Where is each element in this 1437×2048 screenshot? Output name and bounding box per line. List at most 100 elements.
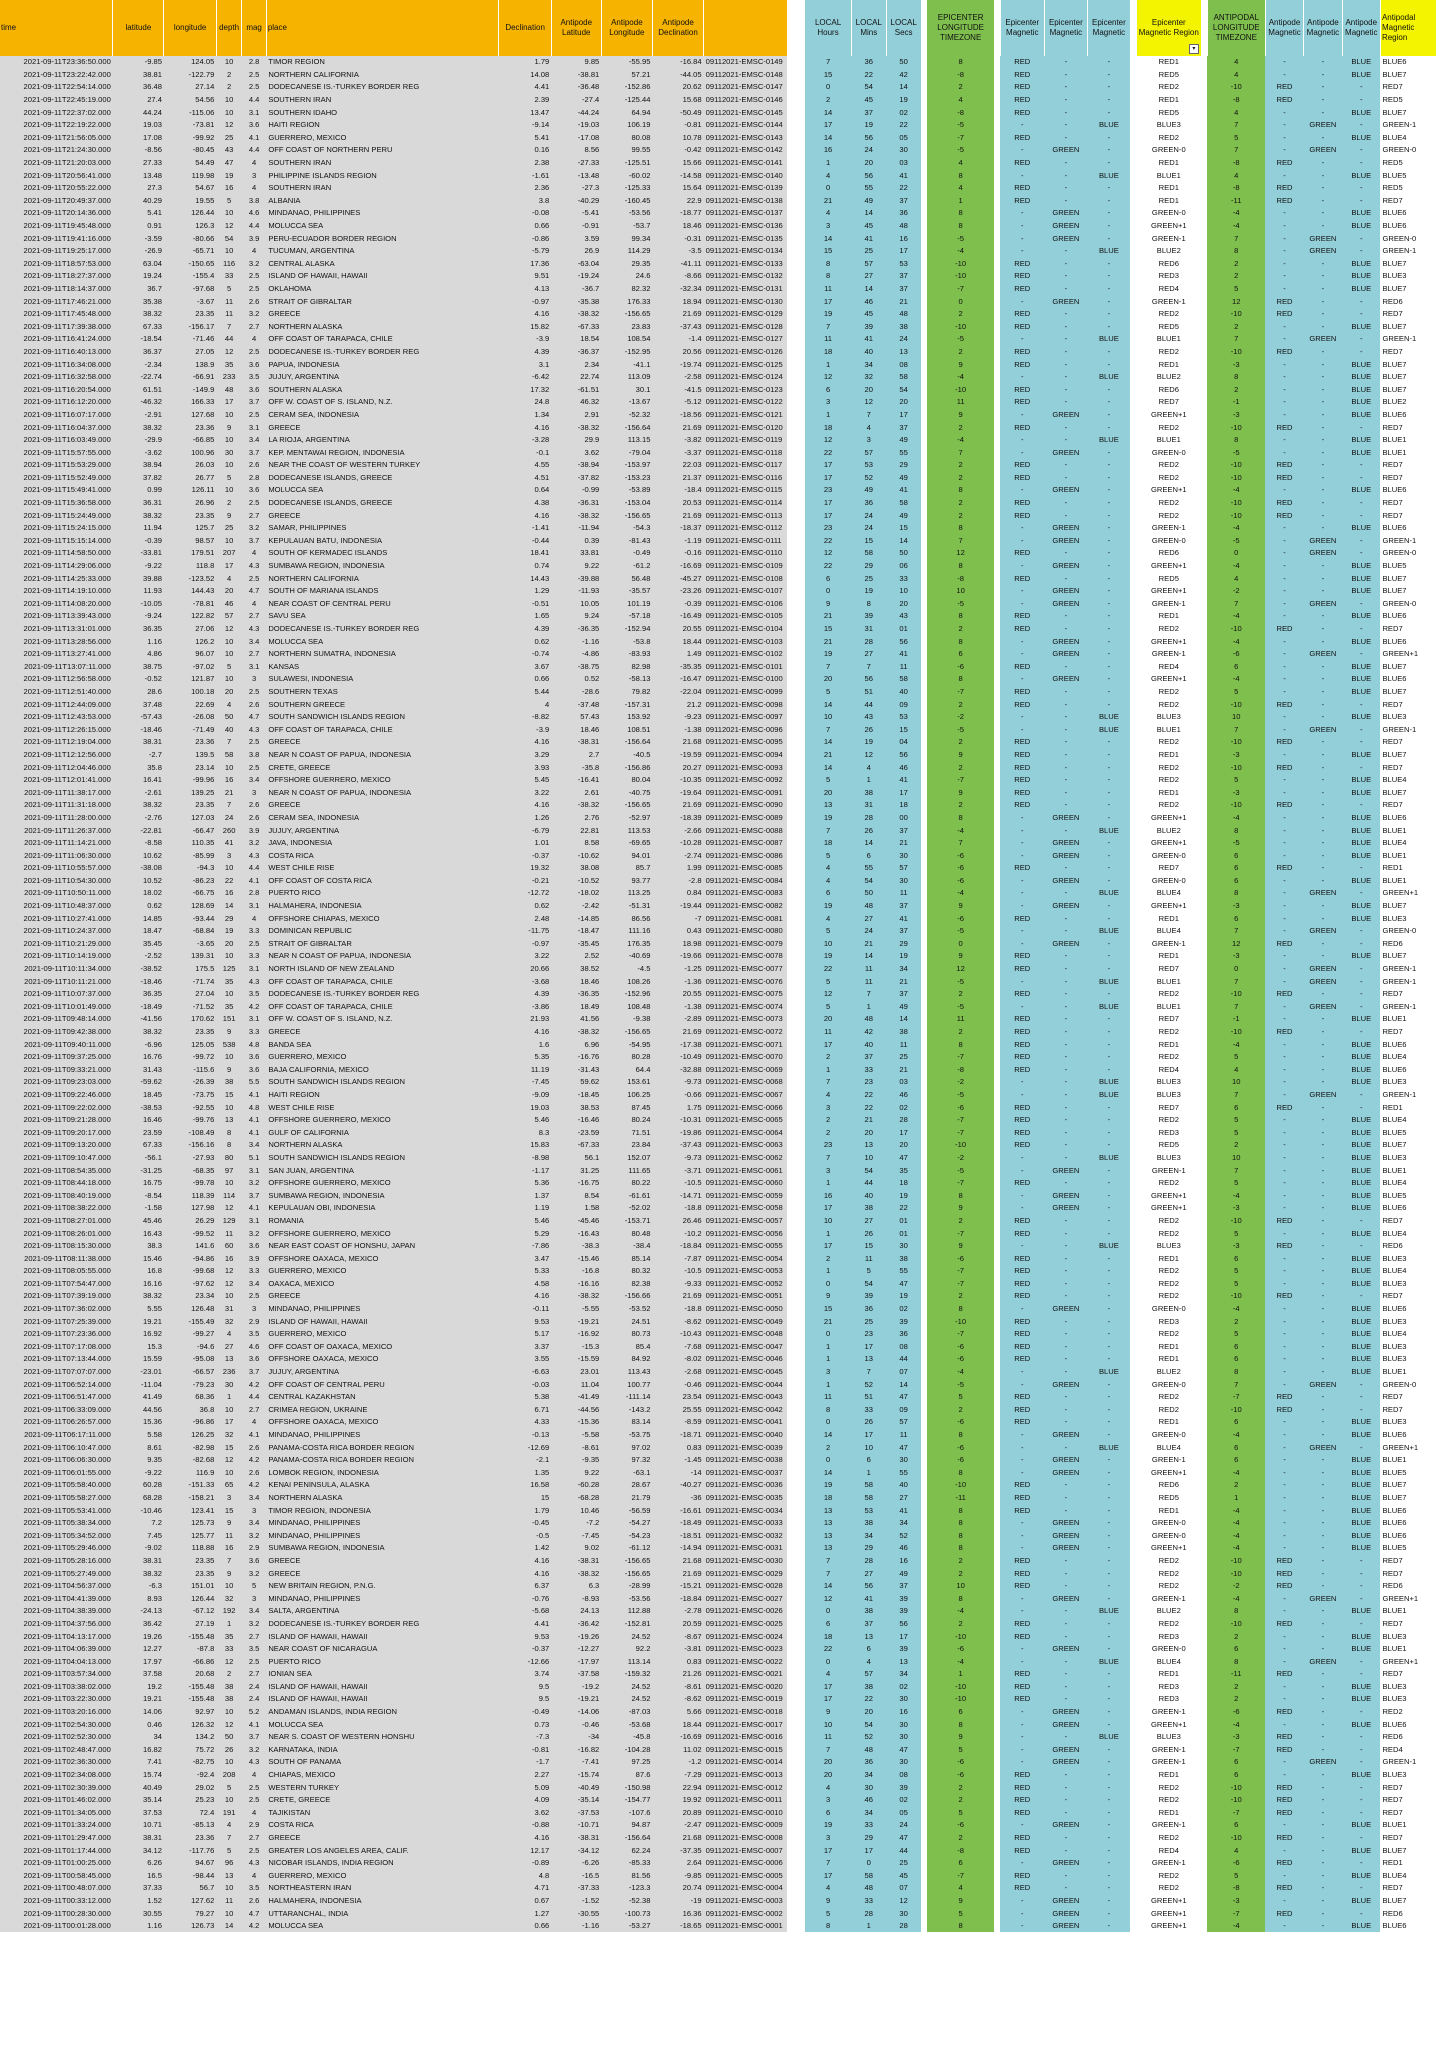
cell-antipodal-region[interactable]: BLUE6: [1380, 1504, 1437, 1517]
cell-epicenter-magnetic-2[interactable]: GREEN: [1044, 1466, 1088, 1480]
cell-antipode-declination[interactable]: -18.49: [652, 1516, 704, 1530]
cell-antipode-declination[interactable]: 21.2: [652, 698, 704, 711]
cell-local-hours[interactable]: 3: [804, 1101, 852, 1114]
cell-time[interactable]: 2021-09-11T16:32:58.000: [0, 370, 113, 384]
cell-local-hours[interactable]: 0: [804, 1277, 852, 1291]
cell-antipodal-region[interactable]: BLUE3: [1380, 1340, 1437, 1354]
cell-epicenter-magnetic-2[interactable]: -: [1044, 1605, 1088, 1618]
cell-antipodal-region[interactable]: BLUE4: [1380, 1327, 1437, 1341]
cell-antipode-declination[interactable]: 1.99: [652, 862, 704, 875]
cell-time[interactable]: 2021-09-11T22:45:19.000: [0, 93, 113, 107]
cell-epicenter-region[interactable]: GREEN+1: [1136, 219, 1202, 233]
cell-antipode-magnetic-3[interactable]: -: [1342, 1290, 1381, 1303]
cell-antipode-longitude[interactable]: -40.5: [601, 748, 653, 762]
cell-local-secs[interactable]: 37: [886, 1579, 922, 1593]
cell-antipodal-timezone[interactable]: -3: [1207, 748, 1266, 762]
cell-depth[interactable]: 116: [216, 257, 242, 271]
cell-event-id[interactable]: 09112021-EMSC-0128: [703, 320, 788, 334]
cell-epicenter-magnetic-2[interactable]: GREEN: [1044, 673, 1088, 686]
cell-epicenter-magnetic-2[interactable]: -: [1044, 1101, 1088, 1114]
cell-epicenter-magnetic-2[interactable]: -: [1044, 1327, 1088, 1341]
cell-mag[interactable]: 4: [241, 333, 267, 346]
cell-antipode-magnetic-3[interactable]: BLUE: [1342, 824, 1381, 837]
cell-antipode-magnetic-2[interactable]: GREEN: [1303, 118, 1343, 132]
cell-antipode-declination[interactable]: -2.66: [652, 824, 704, 837]
cell-local-mins[interactable]: 33: [851, 1894, 887, 1908]
cell-antipode-declination[interactable]: -35.35: [652, 660, 704, 674]
cell-latitude[interactable]: 44.56: [112, 1403, 164, 1417]
cell-local-secs[interactable]: 49: [886, 1000, 922, 1014]
cell-antipode-longitude[interactable]: 108.51: [601, 723, 653, 737]
cell-epicenter-region[interactable]: GREEN+1: [1136, 1718, 1202, 1731]
cell-local-secs[interactable]: 44: [886, 1353, 922, 1366]
cell-event-id[interactable]: 09112021-EMSC-0137: [703, 207, 788, 220]
cell-epicenter-region[interactable]: BLUE1: [1136, 433, 1202, 447]
cell-antipode-magnetic-1[interactable]: RED: [1265, 1793, 1304, 1807]
cell-latitude[interactable]: 11.93: [112, 584, 164, 598]
cell-antipode-magnetic-2[interactable]: GREEN: [1303, 333, 1343, 346]
cell-longitude[interactable]: -155.48: [163, 1630, 217, 1643]
cell-epicenter-magnetic-1[interactable]: -: [1000, 1819, 1045, 1832]
cell-event-id[interactable]: 09112021-EMSC-0109: [703, 559, 788, 573]
cell-epicenter-magnetic-3[interactable]: -: [1087, 849, 1131, 862]
cell-antipodal-timezone[interactable]: 4: [1207, 1063, 1266, 1077]
cell-epicenter-magnetic-2[interactable]: -: [1044, 1655, 1088, 1668]
cell-antipode-declination[interactable]: -37.43: [652, 320, 704, 334]
cell-antipode-magnetic-3[interactable]: BLUE: [1342, 849, 1381, 862]
cell-local-mins[interactable]: 52: [851, 471, 887, 485]
cell-epicenter-timezone[interactable]: 8: [926, 1542, 995, 1555]
cell-epicenter-timezone[interactable]: -6: [926, 1252, 995, 1265]
cell-antipode-latitude[interactable]: 59.62: [551, 1076, 602, 1089]
cell-depth[interactable]: 35: [216, 358, 242, 371]
cell-antipodal-timezone[interactable]: 5: [1207, 282, 1266, 296]
cell-place[interactable]: OAXACA, MEXICO: [266, 1277, 499, 1291]
cell-event-id[interactable]: 09112021-EMSC-0099: [703, 685, 788, 699]
cell-epicenter-magnetic-3[interactable]: -: [1087, 1416, 1131, 1429]
cell-declination[interactable]: -1.61: [498, 169, 552, 182]
cell-mag[interactable]: 3.2: [241, 521, 267, 535]
cell-place[interactable]: SOUTHERN GREECE: [266, 698, 499, 711]
cell-epicenter-timezone[interactable]: 8: [926, 811, 995, 825]
cell-antipodal-region[interactable]: BLUE6: [1380, 484, 1437, 497]
cell-declination[interactable]: 4.13: [498, 282, 552, 296]
cell-longitude[interactable]: 179.51: [163, 547, 217, 560]
cell-local-mins[interactable]: 58: [851, 1479, 887, 1492]
cell-epicenter-magnetic-2[interactable]: -: [1044, 824, 1088, 837]
cell-declination[interactable]: 4.09: [498, 1793, 552, 1807]
cell-place[interactable]: DOMINICAN REPUBLIC: [266, 924, 499, 938]
cell-antipode-declination[interactable]: -18.71: [652, 1428, 704, 1442]
cell-longitude[interactable]: -80.45: [163, 144, 217, 157]
cell-declination[interactable]: 5.33: [498, 1265, 552, 1278]
cell-local-hours[interactable]: 10: [804, 1718, 852, 1731]
cell-longitude[interactable]: 56.7: [163, 1882, 217, 1895]
cell-depth[interactable]: 4: [216, 572, 242, 585]
cell-local-mins[interactable]: 52: [851, 1730, 887, 1744]
cell-antipodal-timezone[interactable]: 2: [1207, 383, 1266, 397]
cell-antipode-latitude[interactable]: -34.12: [551, 1844, 602, 1857]
cell-epicenter-region[interactable]: RED7: [1136, 1101, 1202, 1114]
cell-antipode-latitude[interactable]: -38.32: [551, 307, 602, 321]
cell-epicenter-magnetic-1[interactable]: -: [1000, 597, 1045, 611]
cell-depth[interactable]: 5: [216, 660, 242, 674]
cell-antipode-latitude[interactable]: 9.85: [551, 56, 602, 69]
cell-epicenter-magnetic-3[interactable]: -: [1087, 383, 1131, 397]
cell-antipodal-timezone[interactable]: 5: [1207, 131, 1266, 145]
cell-latitude[interactable]: -31.25: [112, 1164, 164, 1177]
cell-antipode-magnetic-1[interactable]: RED: [1265, 1831, 1304, 1845]
cell-antipode-magnetic-2[interactable]: -: [1303, 1781, 1343, 1794]
cell-epicenter-region[interactable]: RED1: [1136, 358, 1202, 371]
cell-antipode-magnetic-3[interactable]: BLUE: [1342, 1453, 1381, 1467]
cell-antipodal-region[interactable]: RED7: [1380, 1617, 1437, 1631]
cell-antipodal-region[interactable]: RED6: [1380, 937, 1437, 951]
cell-epicenter-magnetic-1[interactable]: -: [1000, 1705, 1045, 1719]
cell-epicenter-magnetic-1[interactable]: RED: [1000, 1126, 1045, 1140]
cell-antipode-magnetic-1[interactable]: RED: [1265, 1567, 1304, 1580]
cell-antipodal-region[interactable]: RED7: [1380, 799, 1437, 812]
cell-epicenter-timezone[interactable]: 4: [926, 93, 995, 107]
cell-local-mins[interactable]: 14: [851, 282, 887, 296]
cell-declination[interactable]: 4.71: [498, 1882, 552, 1895]
cell-mag[interactable]: 3.6: [241, 1353, 267, 1366]
cell-antipode-magnetic-1[interactable]: RED: [1265, 622, 1304, 636]
cell-event-id[interactable]: 09112021-EMSC-0047: [703, 1340, 788, 1354]
cell-epicenter-region[interactable]: GREEN-1: [1136, 1592, 1202, 1606]
